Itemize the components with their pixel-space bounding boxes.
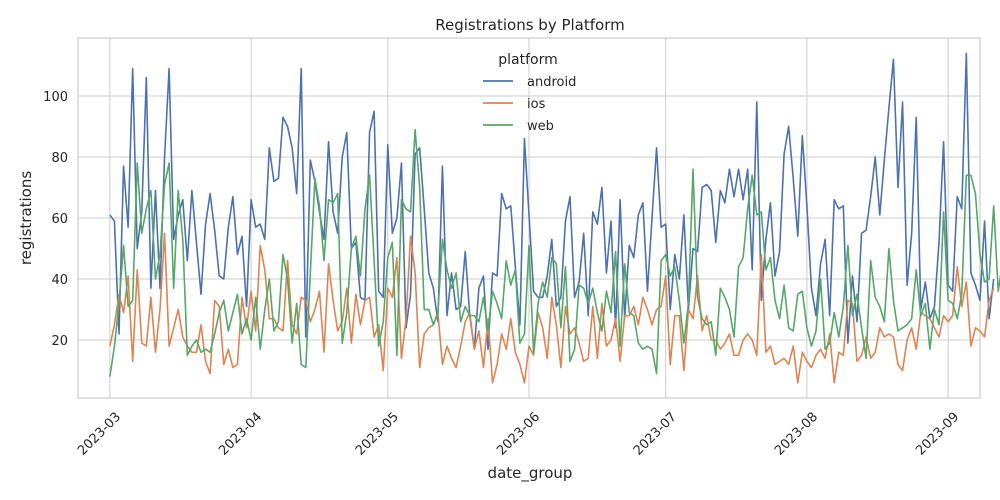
y-tick-label: 40 — [51, 273, 68, 288]
y-axis-label: registrations — [17, 171, 35, 266]
legend-title: platform — [498, 52, 558, 68]
y-tick-label: 60 — [51, 212, 68, 227]
legend-label-android: android — [527, 75, 576, 90]
legend-label-web: web — [527, 119, 554, 134]
series-lines — [109, 52, 1000, 384]
legend: platform android ios web — [483, 52, 576, 134]
series-line-web — [109, 128, 1000, 377]
x-axis-label: date_group — [488, 464, 573, 483]
y-tick-labels: 20 40 60 80 100 — [43, 90, 68, 349]
series-line-ios — [109, 232, 995, 384]
series-line-android — [109, 52, 995, 350]
y-tick-label: 80 — [51, 151, 68, 166]
y-tick-label: 100 — [43, 90, 68, 105]
plot-frame — [77, 37, 981, 399]
y-tick-label: 20 — [51, 334, 68, 349]
chart-title: Registrations by Platform — [435, 16, 624, 34]
legend-label-ios: ios — [527, 97, 546, 112]
